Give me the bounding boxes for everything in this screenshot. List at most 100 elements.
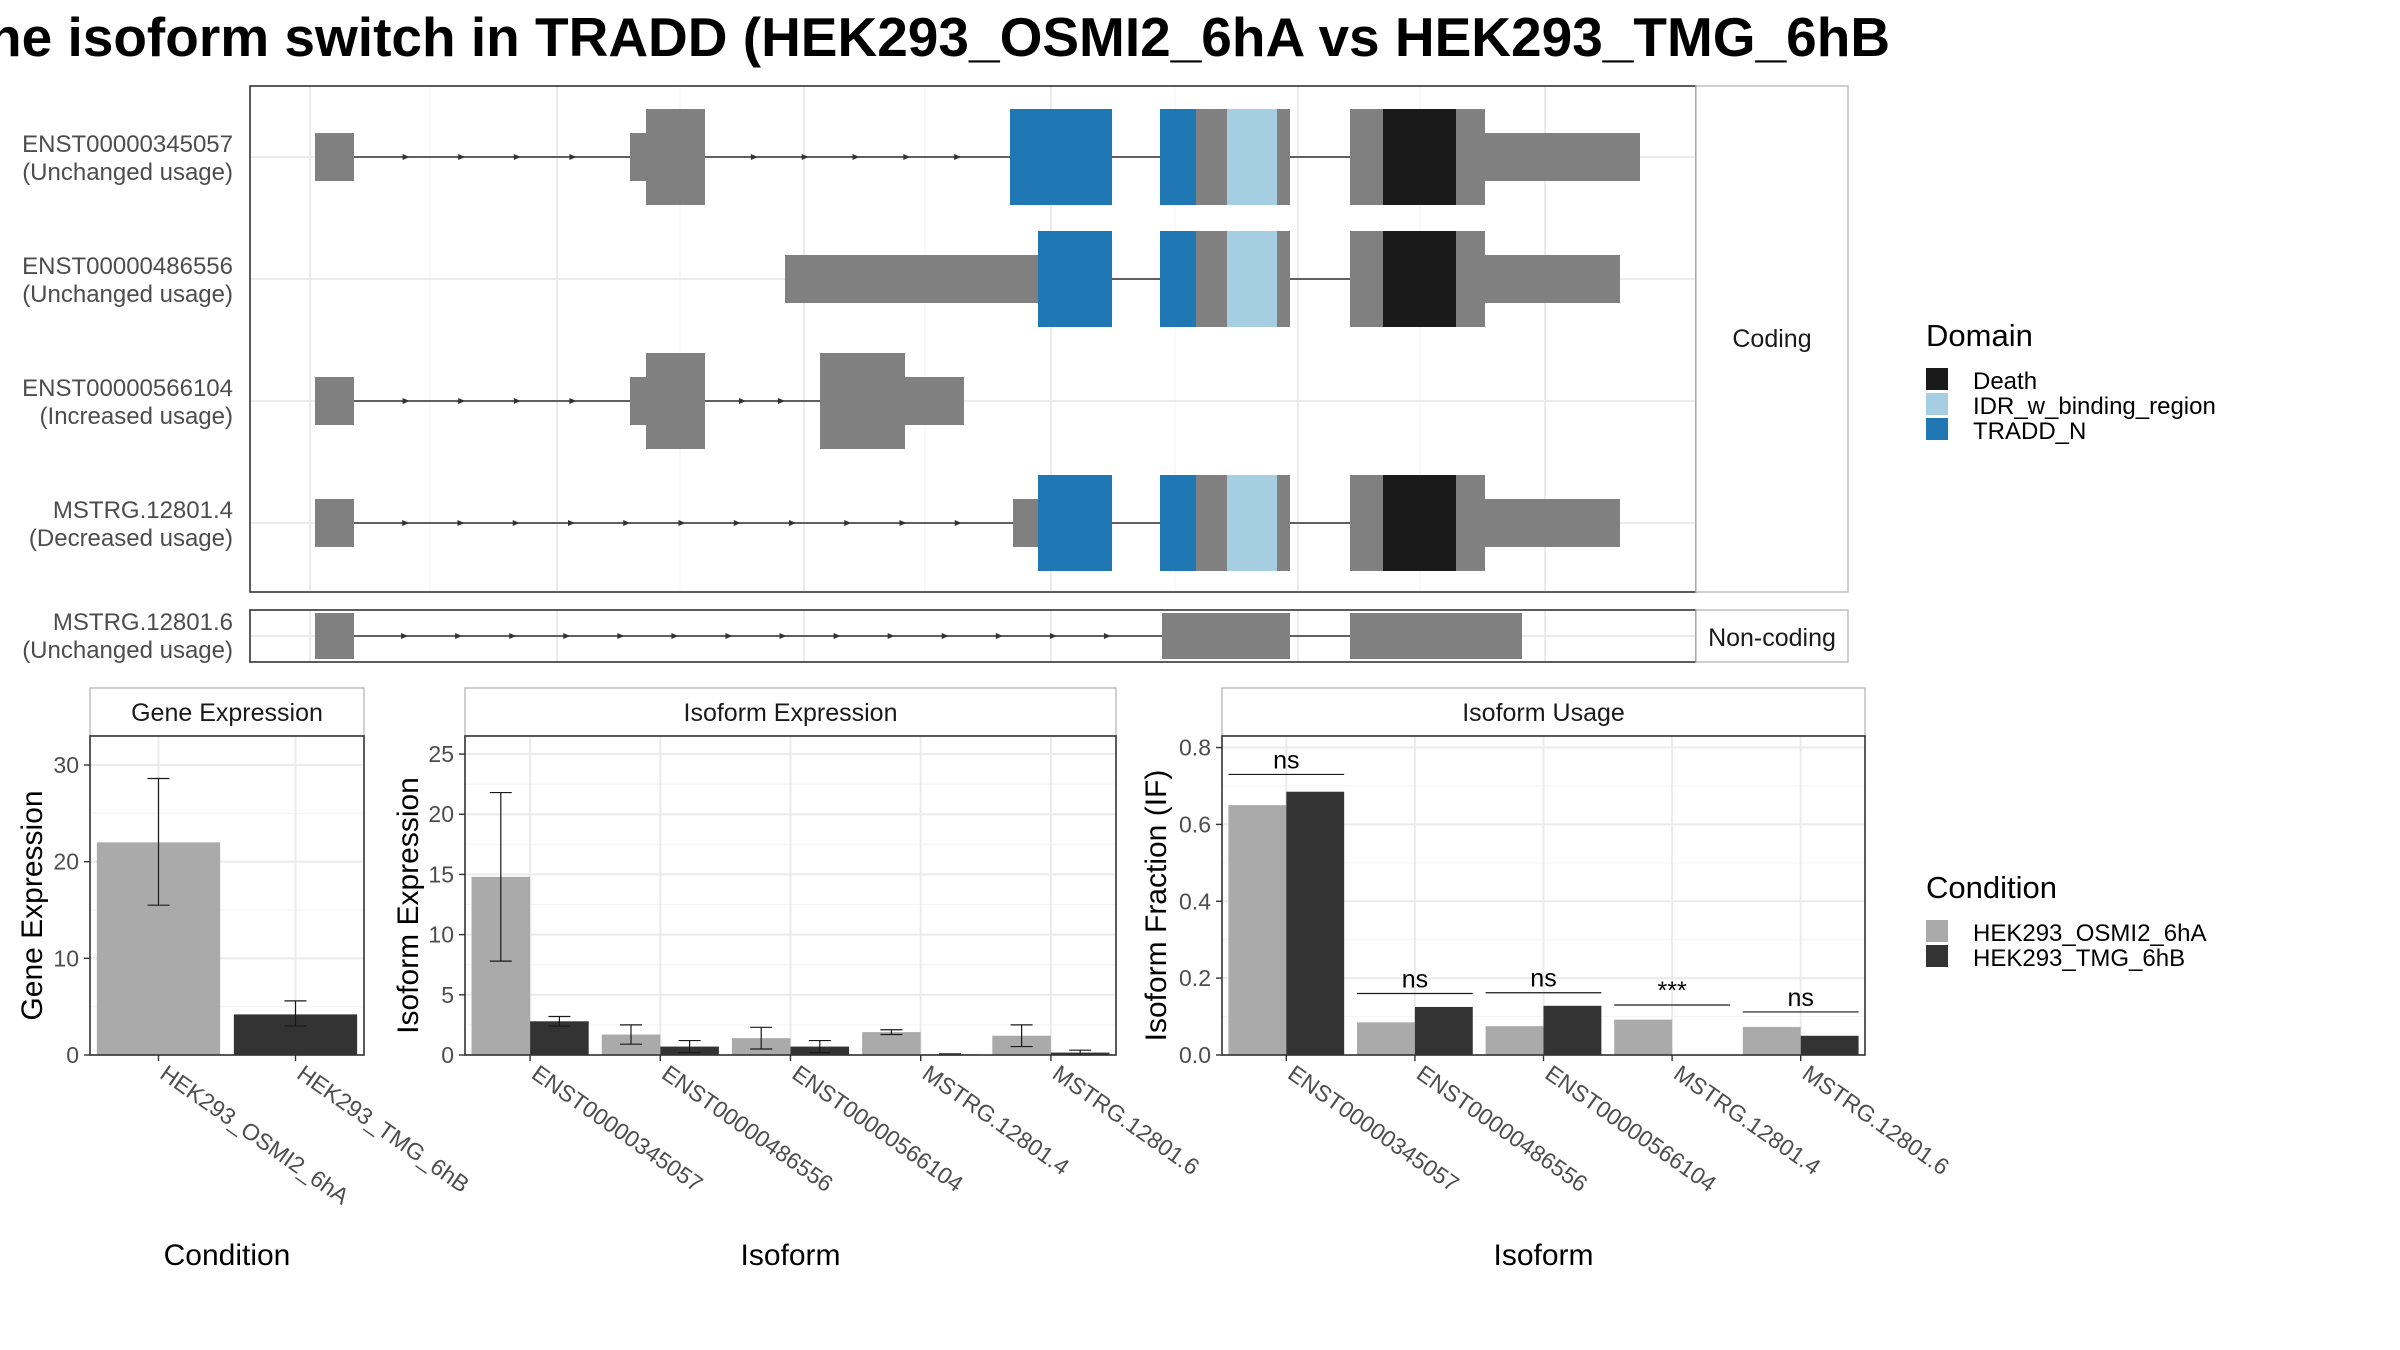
noncoding-exon xyxy=(1350,613,1522,659)
y-tick-label: 0 xyxy=(66,1042,79,1068)
intron-arrow xyxy=(725,633,733,639)
intron-arrow xyxy=(402,520,410,526)
intron-arrow xyxy=(569,154,577,160)
intron-arrow xyxy=(801,154,809,160)
legend-label: HEK293_TMG_6hB xyxy=(1973,945,2185,972)
intron-arrow xyxy=(733,520,741,526)
bar xyxy=(1228,805,1287,1055)
intron-arrow xyxy=(1103,633,1111,639)
coding-exon xyxy=(1277,109,1290,205)
intron-arrow xyxy=(402,154,410,160)
noncoding-strip xyxy=(1695,609,1849,663)
intron-arrow xyxy=(678,520,686,526)
transcript-label-id: ENST00000345057 xyxy=(22,131,233,158)
intron-arrow xyxy=(623,520,631,526)
transcript-label-usage: (Unchanged usage) xyxy=(22,281,233,308)
coding-exon xyxy=(1160,231,1196,327)
intron-arrow xyxy=(402,398,410,404)
y-tick-label: 0.8 xyxy=(1179,735,1211,761)
legend-label: Death xyxy=(1973,368,2037,395)
intron-arrow xyxy=(671,633,679,639)
intron-arrow xyxy=(954,520,962,526)
intron-arrow xyxy=(899,520,907,526)
panel-strip xyxy=(1221,687,1866,737)
coding-exon xyxy=(1160,109,1196,205)
y-tick-label: 30 xyxy=(53,752,79,778)
significance-label: *** xyxy=(1658,977,1687,1005)
noncoding-strip-label: Non-coding xyxy=(1708,624,1836,652)
bar xyxy=(1543,1005,1602,1055)
coding-exon xyxy=(820,353,905,449)
coding-exon xyxy=(1456,231,1485,327)
utr-exon xyxy=(630,377,648,425)
condition-legend-title: Condition xyxy=(1926,870,2057,905)
transcript-label-id: ENST00000486556 xyxy=(22,253,233,280)
coding-strip xyxy=(1695,85,1849,593)
coding-exon xyxy=(1160,475,1196,571)
coding-exon xyxy=(1350,231,1383,327)
legend-key-osmi2 xyxy=(1926,920,1948,942)
transcript-tracks xyxy=(315,109,1640,659)
utr-exon xyxy=(315,377,354,425)
y-tick-label: 0.0 xyxy=(1179,1042,1211,1068)
intron-arrow xyxy=(887,633,895,639)
utr-exon xyxy=(1485,499,1620,547)
coding-exon xyxy=(1350,109,1383,205)
utr-exon xyxy=(315,133,354,181)
x-axis-title: Condition xyxy=(164,1239,291,1272)
y-tick-label: 15 xyxy=(428,861,454,887)
domain-legend: Domain Death IDR_w_binding_region TRADD_… xyxy=(1926,318,2216,445)
plot-frame xyxy=(89,735,365,1056)
condition-legend: Condition HEK293_OSMI2_6hA HEK293_TMG_6h… xyxy=(1926,870,2206,972)
gene-expression-panel: Gene Expression0102030HEK293_OSMI2_6hAHE… xyxy=(16,687,474,1272)
transcript-label-id: MSTRG.12801.6 xyxy=(53,609,233,636)
coding-exon xyxy=(1227,109,1277,205)
intron-arrow xyxy=(569,398,577,404)
bar xyxy=(1800,1035,1859,1055)
intron-arrow xyxy=(995,633,1003,639)
coding-exon xyxy=(1196,231,1227,327)
y-tick-label: 25 xyxy=(428,741,454,767)
legend-label: HEK293_OSMI2_6hA xyxy=(1973,920,2206,947)
coding-exon xyxy=(646,353,705,449)
utr-exon xyxy=(903,377,964,425)
coding-exon xyxy=(1038,231,1112,327)
utr-exon xyxy=(1485,133,1640,181)
intron-arrow xyxy=(739,398,746,404)
noncoding-exon xyxy=(315,613,354,659)
coding-exon xyxy=(1277,475,1290,571)
y-tick-label: 20 xyxy=(428,801,454,827)
bar xyxy=(1357,1022,1415,1055)
intron-arrow xyxy=(458,398,466,404)
intron-arrow xyxy=(844,520,852,526)
legend-key-death xyxy=(1926,368,1948,390)
significance-label: ns xyxy=(1787,984,1813,1012)
bar xyxy=(1485,1026,1544,1055)
transcript-label-usage: (Increased usage) xyxy=(40,403,233,430)
bar xyxy=(601,1034,661,1055)
y-tick-label: 0.6 xyxy=(1179,811,1211,837)
isoform-expression-panel: Isoform Expression0510152025ENST00000345… xyxy=(392,687,1204,1272)
legend-label: IDR_w_binding_region xyxy=(1973,393,2216,420)
coding-exon xyxy=(646,109,705,205)
coding-exon xyxy=(1010,109,1112,205)
coding-exon xyxy=(1350,475,1383,571)
y-tick-label: 10 xyxy=(428,922,454,948)
utr-exon xyxy=(1485,255,1620,303)
transcript-label-usage: (Unchanged usage) xyxy=(22,637,233,664)
coding-exon xyxy=(1456,109,1485,205)
coding-exon xyxy=(1383,475,1456,571)
intron-arrow xyxy=(954,154,962,160)
legend-key-tmg xyxy=(1926,945,1948,967)
coding-exon xyxy=(1383,231,1456,327)
legend-key-tradd-n xyxy=(1926,418,1948,440)
significance-label: ns xyxy=(1530,965,1556,993)
intron-arrow xyxy=(779,633,787,639)
significance-label: ns xyxy=(1402,966,1428,994)
significance-label: ns xyxy=(1273,746,1299,774)
bar xyxy=(1614,1019,1673,1055)
panel-title: Gene Expression xyxy=(131,699,323,727)
transcript-label-id: ENST00000566104 xyxy=(22,375,233,402)
intron-arrow xyxy=(941,633,949,639)
x-axis-title: Isoform xyxy=(1493,1239,1593,1272)
